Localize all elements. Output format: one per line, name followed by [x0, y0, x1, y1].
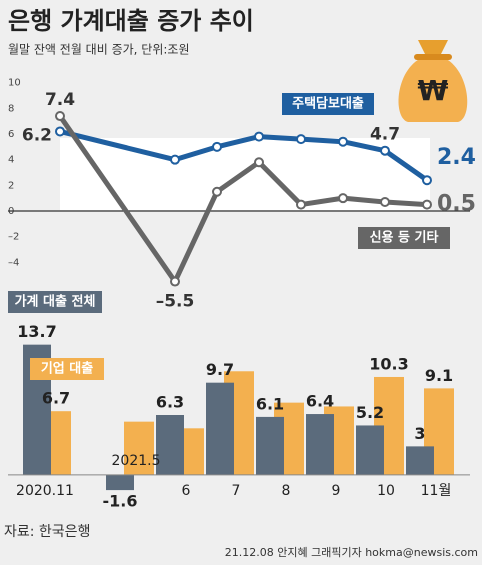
- bag-neck: [418, 40, 448, 56]
- legend-label: 가계 대출 전체: [15, 294, 96, 310]
- legend-label: 주택담보대출: [292, 96, 364, 112]
- y-tick-label: –2: [8, 232, 19, 243]
- point: [338, 193, 348, 204]
- point: [338, 136, 348, 147]
- data-label: -1.6: [103, 492, 138, 511]
- data-label: 10.3: [369, 354, 408, 373]
- x-tick-label: 8: [282, 483, 291, 499]
- y-tick-label: 4: [8, 155, 14, 166]
- bar: [356, 425, 384, 475]
- line: [59, 129, 429, 183]
- legend-box: [8, 291, 102, 313]
- bag-body: [398, 56, 468, 122]
- data-label: 6.2: [22, 125, 52, 145]
- point: [55, 111, 65, 122]
- source: 자료: 한국은행: [4, 524, 90, 540]
- subtitle: 월말 잔액 전월 대비 증가, 단위:조원: [8, 43, 190, 57]
- x-tick-label: 7: [232, 483, 241, 499]
- bag-tie: [414, 54, 452, 60]
- data-label: 6.1: [256, 394, 284, 413]
- point: [296, 199, 306, 210]
- point: [212, 186, 222, 197]
- data-label: 9.1: [425, 366, 453, 385]
- data-label: –5.5: [156, 292, 195, 312]
- line: [57, 114, 428, 285]
- legend-box: [282, 93, 374, 115]
- data-label: 9.7: [206, 360, 234, 379]
- point: [422, 199, 432, 210]
- data-label: 13.7: [17, 322, 56, 341]
- data-label: 4.7: [370, 125, 400, 145]
- y-tick-label: 8: [8, 103, 14, 114]
- data-label: 5.2: [356, 403, 384, 422]
- data-label: 0.5: [437, 192, 476, 217]
- money-bag: ₩: [398, 40, 468, 122]
- point: [254, 131, 264, 142]
- y-tick-label: 2: [8, 180, 14, 191]
- legend-box: [30, 358, 104, 380]
- bar: [156, 415, 184, 475]
- legend-label: 기업 대출: [41, 361, 93, 377]
- x-tick-label: 11월: [421, 483, 452, 499]
- legend-box: [358, 227, 450, 249]
- bar: [306, 414, 334, 475]
- x-tick-label: 10: [377, 483, 395, 499]
- point: [55, 126, 65, 137]
- x-tick-label: 2021.5: [112, 453, 161, 469]
- title: 은행 가계대출 증가 추이: [8, 7, 254, 35]
- data-label: 7.4: [45, 90, 75, 110]
- point: [380, 145, 390, 156]
- legend-label: 신용 등 기타: [370, 230, 439, 246]
- x-tick-label: 6: [182, 483, 191, 499]
- data-label: 2.4: [437, 145, 476, 170]
- y-tick-label: 10: [8, 78, 21, 89]
- point: [212, 141, 222, 152]
- bar: [406, 446, 434, 475]
- point: [422, 175, 432, 186]
- bar: [124, 421, 154, 475]
- point: [254, 157, 264, 168]
- point: [170, 154, 180, 165]
- bar: [106, 474, 134, 491]
- y-tick-label: 6: [8, 129, 14, 140]
- icon-symbol: ₩: [418, 74, 449, 107]
- x-tick-label: 2020.11: [16, 483, 74, 499]
- bar: [206, 382, 234, 475]
- data-label: 6.7: [42, 389, 70, 408]
- data-label: 6.4: [306, 392, 334, 411]
- x-tick-label: 9: [332, 483, 341, 499]
- point: [380, 197, 390, 208]
- point: [296, 134, 306, 145]
- point: [170, 276, 180, 287]
- data-label: 6.3: [156, 393, 184, 412]
- bar: [256, 416, 284, 475]
- data-label: 3: [414, 424, 425, 443]
- credit: 21.12.08 안지혜 그래픽기자 hokma@newsis.com: [225, 546, 478, 559]
- y-tick-label: –4: [8, 257, 19, 268]
